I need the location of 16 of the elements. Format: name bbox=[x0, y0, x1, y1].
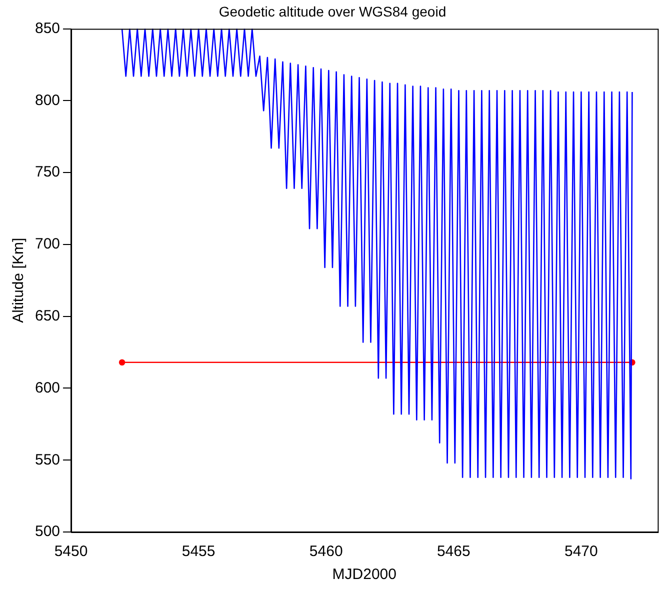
y-tick-label: 500 bbox=[34, 523, 60, 540]
x-tick-label: 5460 bbox=[309, 543, 343, 560]
x-tick-label: 5470 bbox=[564, 543, 598, 560]
y-tick-label: 650 bbox=[34, 307, 60, 324]
x-tick-label: 5450 bbox=[54, 543, 88, 560]
x-axis-title: MJD2000 bbox=[332, 566, 396, 584]
y-tick-label: 800 bbox=[34, 92, 60, 109]
x-tick-label: 5455 bbox=[182, 543, 216, 560]
y-axis-title: Altitude [Km] bbox=[10, 238, 28, 323]
y-tick-label: 700 bbox=[34, 236, 60, 253]
y-tick-label: 850 bbox=[34, 20, 60, 37]
y-tick-label: 600 bbox=[34, 379, 60, 396]
y-tick-label: 750 bbox=[34, 164, 60, 181]
y-tick-label: 550 bbox=[34, 451, 60, 468]
x-tick-label: 5465 bbox=[436, 543, 470, 560]
chart-title: Geodetic altitude over WGS84 geoid bbox=[218, 3, 446, 20]
